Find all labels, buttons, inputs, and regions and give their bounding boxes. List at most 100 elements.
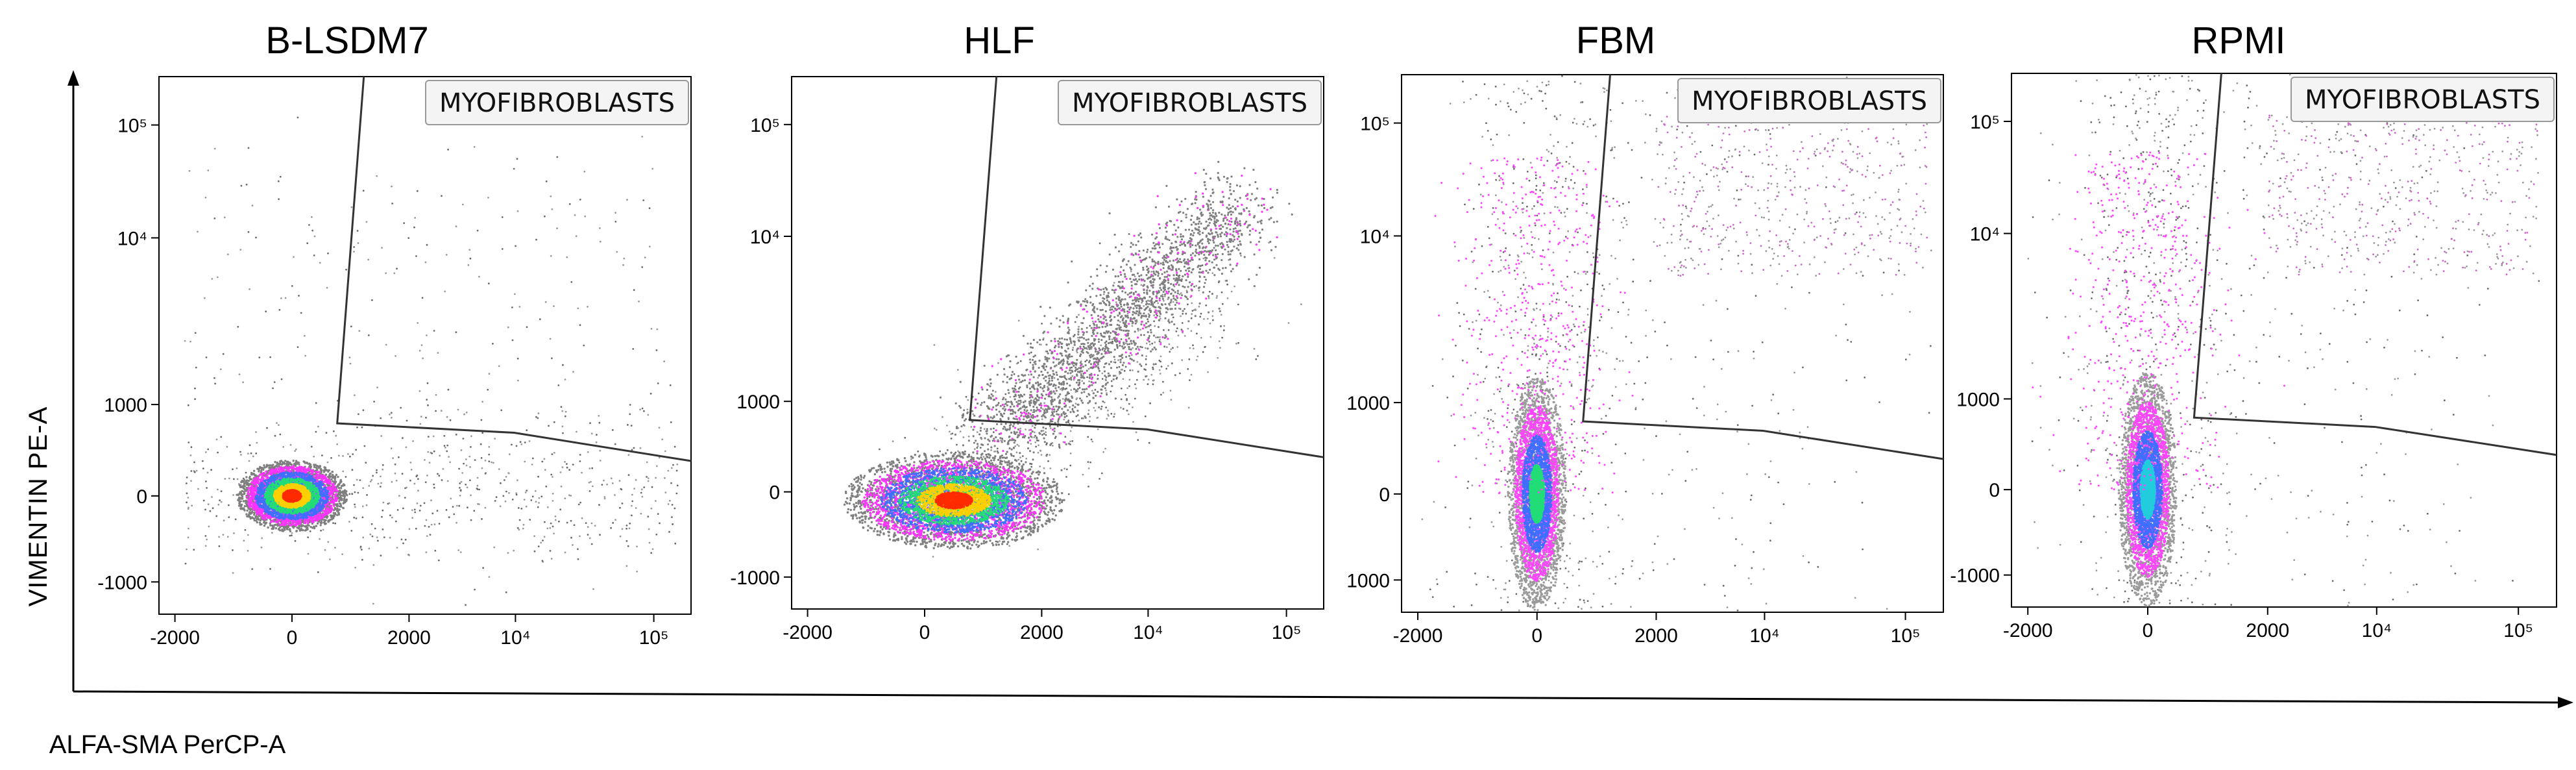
- event-dot: [437, 352, 439, 354]
- event-dot: [600, 460, 601, 462]
- event-dot: [591, 432, 593, 434]
- event-dot: [205, 545, 207, 547]
- event-dot: [433, 487, 435, 489]
- event-dot: [676, 470, 678, 472]
- event-dot: [462, 204, 464, 206]
- event-dot: [385, 272, 387, 274]
- event-dot: [391, 447, 393, 449]
- event-dot: [552, 208, 553, 210]
- event-dot: [481, 467, 483, 469]
- event-dot: [188, 528, 189, 530]
- event-dot: [558, 521, 560, 523]
- event-dot: [463, 438, 465, 440]
- event-dot: [648, 480, 650, 482]
- event-dot: [389, 414, 391, 416]
- event-dot: [448, 389, 450, 391]
- event-dot: [576, 431, 577, 433]
- event-dot: [226, 446, 228, 448]
- event-dot: [228, 504, 230, 506]
- event-dot: [194, 471, 196, 473]
- event-dot: [188, 536, 189, 538]
- event-dot: [286, 528, 288, 530]
- event-dot: [511, 444, 513, 446]
- event-dot: [348, 493, 350, 495]
- event-dot: [207, 472, 209, 474]
- event-dot: [382, 502, 384, 504]
- event-dot: [419, 510, 421, 512]
- event-dot: [444, 445, 446, 447]
- event-dot: [365, 462, 367, 464]
- event-dot: [382, 464, 384, 466]
- event-dot: [587, 306, 589, 308]
- event-dot: [478, 489, 480, 491]
- event-dot: [448, 456, 450, 458]
- event-dot: [570, 520, 572, 522]
- event-dot: [599, 227, 601, 229]
- event-dot: [256, 442, 258, 444]
- event-dot: [186, 549, 188, 551]
- event-dot: [626, 540, 628, 542]
- event-dot: [382, 528, 384, 530]
- event-dot: [362, 487, 364, 489]
- event-dot: [190, 454, 192, 456]
- event-dot: [237, 478, 239, 480]
- event-dot: [466, 412, 468, 414]
- event-dot: [402, 542, 404, 544]
- global-x-axis-line: [73, 691, 2560, 702]
- event-dot: [519, 306, 521, 308]
- event-dot: [538, 502, 540, 504]
- event-dot: [565, 379, 566, 380]
- event-dot: [433, 436, 435, 438]
- event-dot: [380, 435, 382, 437]
- event-dot: [664, 477, 666, 479]
- event-dot: [313, 255, 315, 256]
- event-dot: [239, 451, 241, 453]
- event-dot: [255, 431, 257, 433]
- event-dot: [522, 528, 524, 530]
- event-dot: [676, 464, 678, 466]
- event-dot: [516, 445, 518, 447]
- event-dot: [276, 422, 278, 424]
- event-dot: [513, 550, 515, 552]
- event-dot: [565, 416, 566, 417]
- event-dot: [431, 512, 433, 514]
- event-dot: [579, 324, 581, 326]
- event-dot: [610, 527, 612, 529]
- event-dot: [274, 461, 276, 463]
- event-dot: [477, 477, 479, 479]
- event-dot: [493, 547, 495, 549]
- event-dot: [628, 454, 630, 456]
- event-dot: [616, 251, 618, 253]
- event-dot: [340, 506, 342, 508]
- event-dot: [213, 377, 215, 379]
- event-dot: [546, 528, 548, 530]
- event-dot: [340, 491, 342, 493]
- event-dot: [241, 504, 243, 506]
- event-dot: [668, 531, 670, 533]
- event-dot: [321, 454, 323, 456]
- event-dot: [438, 475, 440, 477]
- event-dot: [263, 525, 265, 527]
- event-dot: [469, 479, 471, 481]
- event-dot: [355, 449, 357, 451]
- event-dot: [551, 358, 553, 360]
- event-dot: [311, 446, 313, 448]
- event-dot: [189, 341, 191, 343]
- event-dot: [650, 393, 652, 395]
- event-dot: [444, 447, 446, 449]
- event-dot: [221, 501, 223, 503]
- event-dot: [659, 523, 661, 525]
- event-dot: [341, 485, 343, 487]
- event-dot: [600, 241, 601, 243]
- event-dot: [557, 384, 559, 386]
- event-dot: [639, 408, 641, 410]
- event-dot: [505, 501, 507, 503]
- event-dot: [448, 516, 450, 518]
- event-dot: [393, 273, 395, 275]
- event-dot: [398, 495, 400, 497]
- event-dot: [332, 474, 334, 476]
- event-dot: [419, 423, 421, 425]
- event-dot: [641, 496, 643, 498]
- event-dot: [444, 291, 446, 293]
- event-dot: [459, 495, 461, 497]
